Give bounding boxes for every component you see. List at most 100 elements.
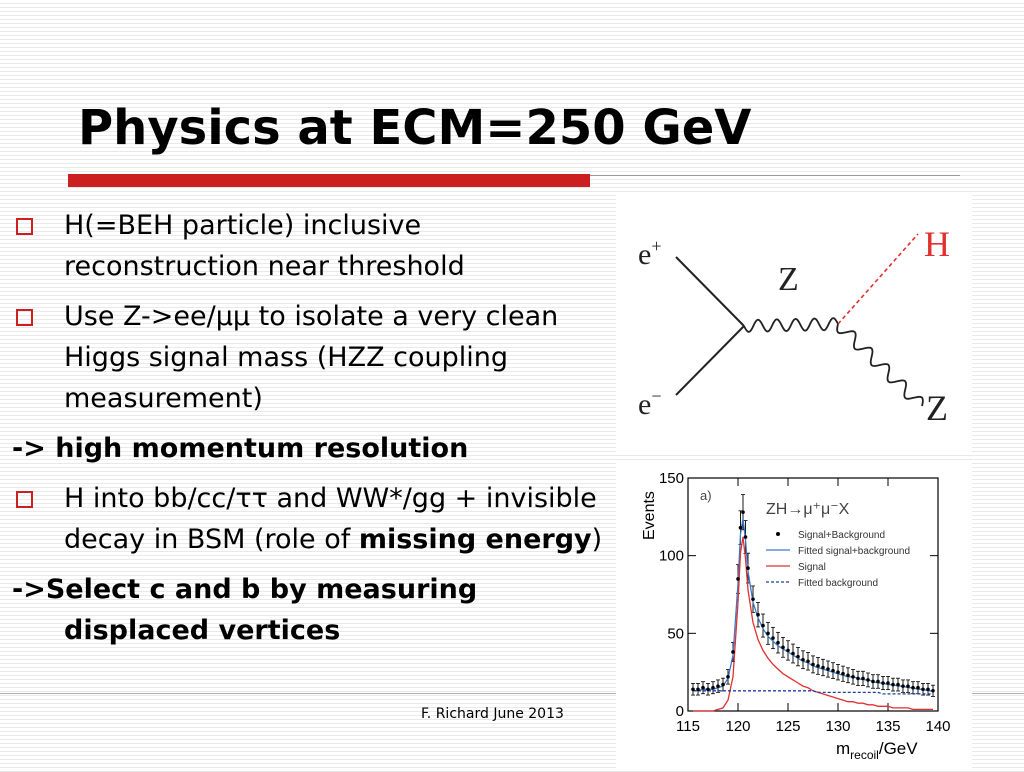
data-point	[771, 636, 775, 640]
arrow-prefix: ->	[12, 574, 46, 605]
data-point	[821, 665, 825, 670]
data-point	[791, 651, 795, 656]
data-point	[738, 525, 743, 530]
z-outgoing-label: Z	[926, 388, 948, 428]
title-rule-line	[590, 175, 960, 176]
data-point	[741, 510, 745, 514]
legend-label: Signal+Background	[798, 530, 885, 541]
process-label: ZH→μ⁺μ⁻X	[766, 501, 850, 518]
bullet-text: H into bb/cc/ττ and WW*/gg + invisible d…	[64, 483, 597, 555]
data-point	[876, 679, 880, 684]
data-point	[931, 689, 935, 693]
y-tick-label: 50	[667, 625, 684, 642]
data-point	[776, 640, 780, 645]
data-point	[716, 684, 720, 688]
data-point	[756, 612, 760, 617]
data-point	[896, 682, 900, 687]
y-tick-label: 100	[659, 548, 684, 565]
positron-line-in	[675, 325, 745, 396]
e-plus-label: e+	[638, 236, 661, 271]
footer-rule	[0, 693, 1024, 694]
arrow-statement: -> high momentum resolution	[12, 433, 469, 464]
legend-label: Fitted signal+background	[798, 546, 910, 557]
data-point	[726, 675, 730, 679]
data-point	[746, 566, 750, 570]
bullet-item: H into bb/cc/ττ and WW*/gg + invisible d…	[12, 478, 607, 560]
bullet-list: H(=BEH particle) inclusive reconstructio…	[12, 205, 607, 660]
feynman-diagram: e+ e− Z H Z	[616, 192, 972, 452]
electron-line-in	[675, 256, 745, 327]
e-minus-label: e−	[638, 386, 661, 421]
arrow-text: Select c and b by measuring displaced ve…	[45, 574, 478, 646]
bullet-bold-text: missing energy	[358, 524, 592, 555]
x-tick-label: 140	[925, 718, 950, 735]
series-line	[693, 690, 933, 695]
arrow-statement: ->Select c and b by measuring displaced …	[12, 569, 607, 651]
higgs-line	[837, 233, 919, 325]
data-point	[706, 687, 710, 692]
data-point	[911, 685, 915, 690]
data-point	[786, 648, 790, 653]
data-point	[851, 675, 855, 679]
data-point	[736, 577, 740, 581]
z-propagator-label: Z	[778, 261, 799, 298]
title-accent-bar	[68, 174, 590, 187]
x-tick-label: 125	[775, 718, 800, 735]
x-tick-label: 135	[875, 718, 900, 735]
higgs-label: H	[924, 224, 950, 264]
x-tick-label: 115	[676, 718, 700, 735]
data-point	[826, 667, 830, 671]
panel-label: a)	[700, 488, 712, 503]
legend-label: Signal	[798, 562, 826, 573]
x-tick-label: 130	[825, 718, 850, 735]
data-point	[906, 684, 910, 688]
data-point	[916, 685, 920, 690]
data-point	[901, 684, 905, 688]
bullet-item: Use Z->ee/μμ to isolate a very clean Hig…	[12, 296, 607, 419]
y-tick-label: 0	[676, 703, 684, 720]
data-point	[796, 654, 800, 659]
data-point	[856, 676, 860, 681]
bullet-text-end: )	[591, 524, 603, 555]
data-point	[811, 662, 815, 667]
data-point	[871, 679, 875, 684]
x-axis-label: mrecoil/GeV	[836, 739, 918, 762]
data-point	[743, 535, 748, 539]
data-point	[691, 687, 695, 692]
data-point	[836, 670, 840, 674]
data-point	[866, 678, 870, 682]
data-point	[801, 657, 805, 662]
axis-ticks: 115 120 125 130 135 140 0 50 100 150	[659, 470, 951, 735]
data-point	[861, 676, 865, 681]
data-point	[841, 671, 845, 676]
data-point	[766, 631, 770, 636]
data-point	[831, 668, 835, 673]
y-axis-label: Events	[641, 491, 658, 540]
chart-legend: Signal+Background Fitted signal+backgroun…	[766, 530, 910, 589]
data-point	[721, 682, 725, 687]
data-point	[806, 659, 810, 664]
data-point	[781, 645, 785, 650]
legend-label: Fitted background	[798, 578, 878, 589]
bullet-text: Use Z->ee/μμ to isolate a very clean Hig…	[64, 301, 559, 414]
plot-frame	[687, 477, 939, 712]
bullet-text: H(=BEH particle) inclusive reconstructio…	[64, 210, 465, 282]
data-point	[731, 650, 735, 654]
slide-title: Physics at ECM=250 GeV	[78, 100, 752, 156]
data-points	[691, 510, 935, 693]
data-point	[701, 685, 705, 690]
data-point	[926, 687, 930, 692]
data-point	[696, 687, 700, 692]
data-point	[846, 673, 850, 678]
y-tick-label: 150	[659, 470, 684, 487]
data-point	[751, 597, 755, 601]
z-outgoing-line	[836, 323, 924, 407]
legend-marker	[776, 532, 780, 536]
data-point	[921, 687, 925, 692]
data-point	[891, 682, 895, 687]
data-point	[881, 681, 885, 685]
data-point	[886, 681, 890, 685]
data-point	[816, 664, 820, 668]
data-point	[711, 685, 715, 690]
